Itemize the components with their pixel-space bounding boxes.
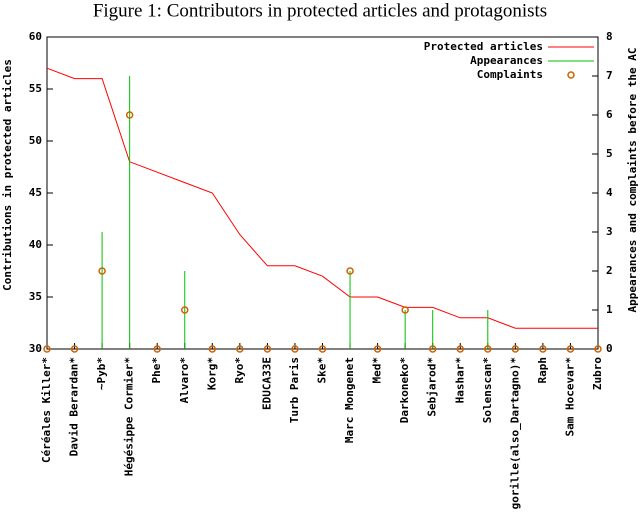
point	[511, 345, 520, 353]
x-tick-label: ~Pyb*	[95, 357, 108, 390]
point	[401, 306, 409, 314]
y2-tick-label: 2	[606, 264, 613, 277]
x-tick-label: Darkoneko*	[398, 357, 411, 423]
point	[43, 345, 51, 353]
point	[291, 345, 299, 353]
legend-label: Complaints	[477, 68, 543, 81]
x-tick-label: Sebjarod*	[426, 357, 439, 417]
point	[456, 345, 464, 353]
y2-tick-label: 0	[606, 342, 613, 355]
x-tick-label: David Berardan*	[68, 357, 81, 456]
point	[70, 345, 79, 353]
chart-title: Figure 1: Contributors in protected arti…	[93, 0, 547, 21]
point	[373, 345, 382, 353]
y2-tick-label: 6	[606, 108, 613, 121]
y2-tick-label: 1	[606, 303, 613, 316]
point	[484, 345, 492, 353]
x-tick-label: Med*	[371, 357, 384, 384]
y2-tick-label: 7	[606, 69, 613, 82]
point	[153, 345, 161, 353]
point	[236, 345, 244, 353]
point	[208, 345, 217, 353]
y-tick-label: 50	[29, 134, 42, 147]
y-axis-title: Contributions in protected articles	[1, 59, 14, 291]
x-tick-label: Phe*	[150, 357, 163, 384]
y-tick-label: 45	[29, 186, 42, 199]
x-tick-label: Alvaro*	[178, 357, 191, 403]
point	[125, 111, 134, 119]
legend-label: Appearances	[470, 54, 543, 67]
x-tick-label: Raph	[536, 357, 549, 384]
data-line	[46, 67, 598, 329]
y-tick-label: 30	[29, 342, 42, 355]
x-tick-label: Korg*	[205, 357, 218, 390]
point	[539, 345, 547, 353]
legend-marker	[567, 71, 575, 79]
point	[428, 345, 437, 353]
x-tick-label: Marc Mongenet	[343, 357, 356, 443]
y2-axis-title: Appearances and complaints before the AC	[626, 48, 639, 313]
x-tick-label: Ryo*	[233, 357, 246, 384]
point	[181, 306, 189, 314]
x-tick-label: Le gorille(also_Dartagno)*	[508, 357, 521, 515]
x-tick-label: Turb Paris	[288, 357, 301, 423]
x-tick-label: Solenscan*	[481, 357, 494, 423]
x-tick-label: Hégésippe Cormier*	[123, 357, 136, 476]
y-tick-label: 55	[29, 82, 42, 95]
y2-tick-label: 5	[606, 147, 613, 160]
x-tick-label: Zubro	[591, 357, 604, 390]
point	[98, 267, 106, 275]
x-tick-label: Hashar*	[453, 357, 466, 403]
y-tick-label: 40	[29, 238, 42, 251]
legend-label: Protected articles	[424, 40, 543, 53]
x-tick-label: Ske*	[316, 357, 329, 384]
y2-tick-label: 3	[606, 225, 613, 238]
y-tick-label: 60	[29, 30, 42, 43]
point	[318, 345, 327, 353]
x-tick-label: Céréales Killer*	[40, 357, 53, 463]
point	[566, 345, 575, 353]
y2-tick-label: 4	[606, 186, 613, 199]
y2-tick-label: 8	[606, 30, 613, 43]
x-tick-label: Sam Hocevar*	[563, 357, 576, 436]
y-tick-label: 35	[29, 290, 42, 303]
x-tick-label: EDUCA33E	[260, 357, 273, 410]
point	[594, 345, 602, 353]
point	[263, 345, 272, 353]
point	[346, 267, 354, 275]
